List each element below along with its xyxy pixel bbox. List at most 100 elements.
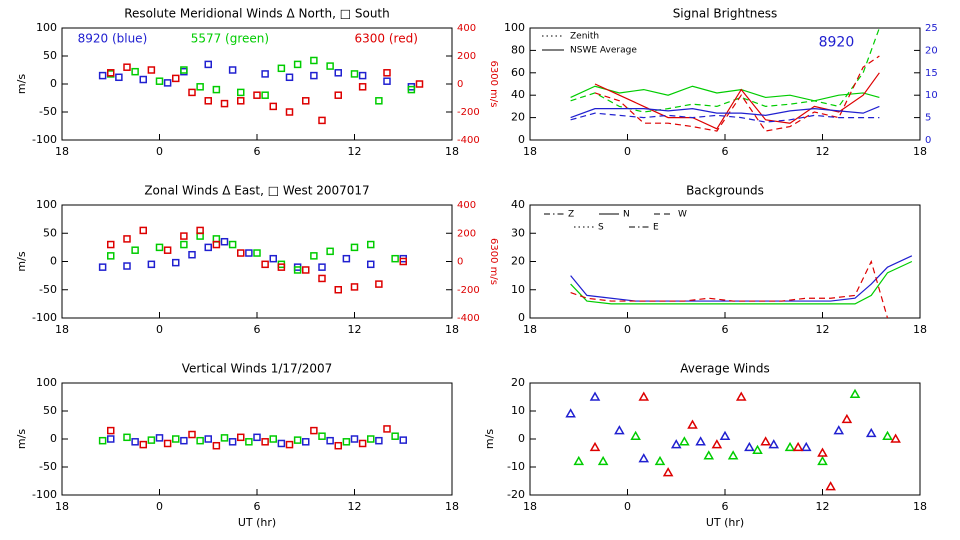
- legend-label: S: [598, 223, 604, 233]
- marker: [727, 450, 739, 460]
- y-tick-label: 100: [36, 376, 57, 389]
- marker: [228, 66, 237, 74]
- marker: [752, 444, 763, 454]
- series-line: [570, 28, 880, 113]
- marker: [614, 425, 625, 435]
- marker: [358, 71, 367, 80]
- marker: [800, 441, 812, 452]
- legend-label: Zenith: [570, 32, 599, 42]
- marker: [687, 419, 698, 429]
- y-tick-label: 20: [511, 376, 525, 389]
- y2-tick-label: 15: [925, 68, 938, 79]
- x-tick-label: 6: [722, 500, 729, 513]
- marker: [180, 232, 188, 240]
- marker: [760, 436, 771, 446]
- y-tick-label: 20: [511, 111, 525, 124]
- y-tick-label: -50: [39, 283, 57, 296]
- marker: [849, 388, 861, 398]
- x-tick-label: 0: [624, 500, 631, 513]
- annotation: 5577 (green): [191, 32, 269, 46]
- marker: [293, 266, 302, 274]
- marker: [147, 436, 156, 444]
- y2-axis-label: 6300 m/s: [488, 238, 499, 285]
- marker: [155, 243, 164, 252]
- marker: [237, 433, 245, 442]
- marker: [703, 450, 715, 460]
- y-tick-label: 0: [518, 133, 525, 146]
- marker: [228, 438, 237, 446]
- x-tick-label: 18: [55, 323, 69, 336]
- marker: [302, 438, 310, 446]
- marker: [310, 56, 318, 65]
- marker: [147, 260, 156, 269]
- marker: [285, 73, 294, 82]
- marker: [399, 436, 407, 444]
- marker: [98, 263, 107, 271]
- marker: [98, 71, 107, 80]
- marker: [212, 441, 221, 450]
- x-tick-label: 6: [254, 323, 261, 336]
- marker: [277, 64, 286, 73]
- marker: [212, 240, 221, 249]
- marker: [196, 83, 204, 91]
- marker: [212, 85, 221, 94]
- marker: [662, 467, 674, 477]
- marker: [155, 77, 164, 85]
- y-tick-label: 50: [43, 49, 57, 62]
- x-tick-label: 18: [913, 145, 927, 158]
- x-tick-label: 6: [254, 500, 261, 513]
- x-tick-label: 12: [816, 500, 830, 513]
- marker: [277, 263, 286, 271]
- marker: [180, 436, 188, 445]
- marker: [589, 441, 601, 452]
- marker: [172, 74, 180, 83]
- marker: [220, 99, 229, 108]
- y-tick-label: -100: [32, 311, 57, 324]
- y2-tick-label: 200: [457, 51, 476, 62]
- marker: [139, 440, 147, 449]
- marker: [310, 252, 318, 260]
- marker: [261, 70, 269, 78]
- marker: [679, 436, 690, 446]
- marker: [302, 97, 310, 105]
- marker: [318, 274, 326, 283]
- series-line: [594, 55, 880, 132]
- x-tick-label: 18: [445, 500, 459, 513]
- y2-tick-label: -400: [457, 313, 480, 324]
- marker: [253, 91, 261, 99]
- marker: [342, 438, 351, 446]
- marker: [415, 80, 424, 88]
- marker: [172, 435, 180, 443]
- marker: [302, 266, 310, 274]
- y-axis-label: m/s: [15, 429, 28, 449]
- marker: [833, 425, 845, 435]
- marker: [285, 108, 294, 116]
- marker: [334, 91, 342, 99]
- legend-label: E: [653, 223, 659, 233]
- series-line: [570, 112, 880, 123]
- y2-tick-label: 10: [925, 90, 938, 101]
- marker: [123, 433, 131, 442]
- y-tick-label: 20: [511, 255, 525, 268]
- y-axis-label: m/s: [15, 74, 28, 94]
- marker: [228, 240, 237, 249]
- x-tick-label: 6: [722, 323, 729, 336]
- y-tick-label: -100: [32, 133, 57, 146]
- x-tick-label: 0: [156, 145, 163, 158]
- x-tick-label: 12: [348, 145, 362, 158]
- x-tick-label: 18: [523, 145, 537, 158]
- marker: [375, 280, 383, 288]
- y-tick-label: 60: [511, 66, 525, 79]
- x-tick-label: 12: [348, 323, 362, 336]
- annotation: 8920: [819, 35, 855, 51]
- x-tick-label: 12: [348, 500, 362, 513]
- y-tick-label: 30: [511, 226, 525, 239]
- marker: [188, 430, 196, 439]
- annotation: 6300 (red): [355, 32, 418, 46]
- marker: [367, 240, 375, 249]
- series-line: [594, 72, 880, 130]
- marker: [107, 426, 115, 435]
- marker: [180, 67, 188, 76]
